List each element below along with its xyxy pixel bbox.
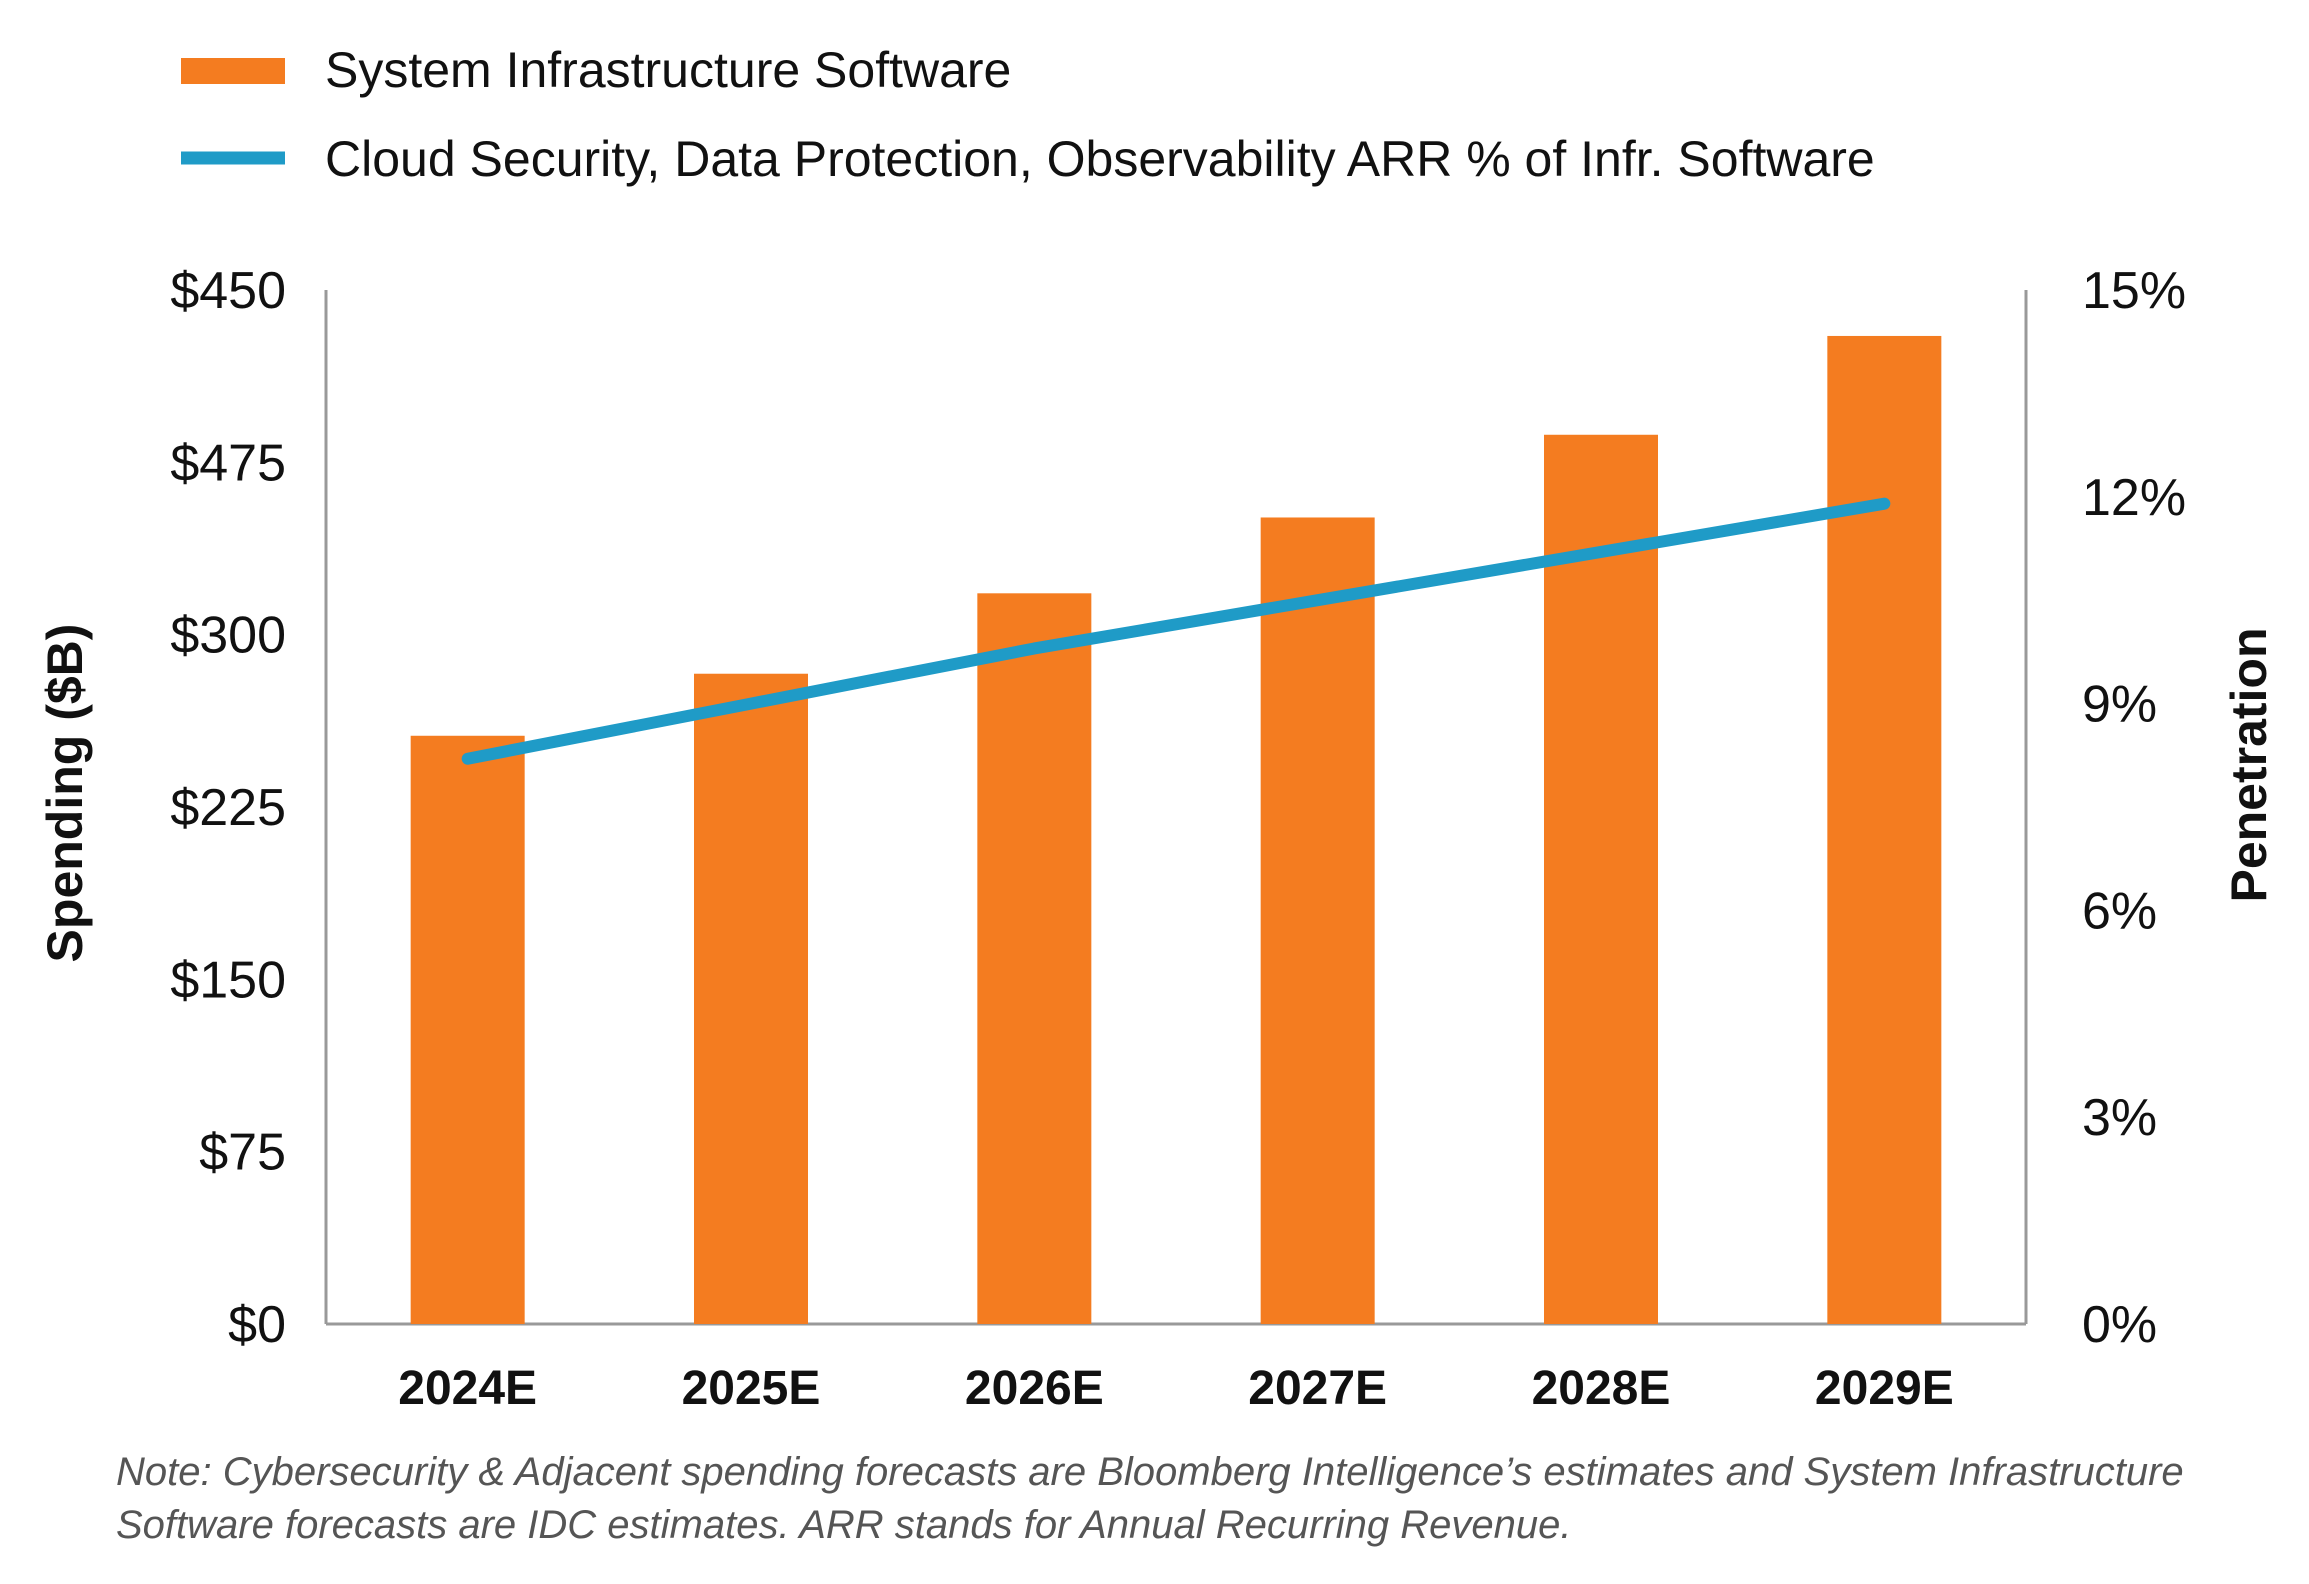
bar-2029E <box>1827 335 1942 1324</box>
left-axis-title: Spending ($B) <box>37 624 93 963</box>
bar-2025E <box>694 673 808 1324</box>
right-tick-label: 15% <box>2082 262 2186 320</box>
penetration-line <box>461 497 1891 765</box>
left-tick-labels: $0 $75 $150 $225 $300 $475 $450 <box>170 262 286 1354</box>
category-label: 2025E <box>682 1362 821 1415</box>
right-tick-label: 12% <box>2082 469 2186 527</box>
bar-2024E <box>410 735 525 1324</box>
left-tick-label: $300 <box>170 607 286 665</box>
penetration-point-2026E <box>1033 647 1035 649</box>
legend-label-line: Cloud Security, Data Protection, Observa… <box>325 131 1875 187</box>
legend-label-bars: System Infrastructure Software <box>325 42 1011 98</box>
bar-2028E <box>1544 434 1658 1324</box>
penetration-point-2029E <box>1883 503 1885 505</box>
category-label: 2026E <box>965 1362 1104 1415</box>
penetration-point-2027E <box>1317 599 1319 601</box>
right-tick-label: 0% <box>2082 1296 2157 1354</box>
right-tick-label: 9% <box>2082 676 2157 734</box>
left-tick-label: $75 <box>199 1124 286 1182</box>
right-tick-label: 3% <box>2082 1089 2157 1147</box>
category-label: 2029E <box>1815 1362 1954 1415</box>
right-axis-title: Penetration <box>2221 627 2277 902</box>
category-label: 2027E <box>1248 1362 1387 1415</box>
right-tick-label: 6% <box>2082 882 2157 940</box>
bar-2027E <box>1260 517 1375 1324</box>
bars <box>410 335 1942 1324</box>
category-labels: 2024E 2025E 2026E 2027E 2028E 2029E <box>398 1362 1953 1415</box>
right-tick-labels: 0% 3% 6% 9% 12% 15% <box>2082 262 2186 1354</box>
category-label: 2024E <box>398 1362 537 1415</box>
left-tick-label: $0 <box>228 1296 286 1354</box>
legend-swatch-bars <box>181 58 285 84</box>
left-tick-label: $150 <box>170 951 286 1009</box>
left-tick-label: $450 <box>170 262 286 320</box>
penetration-point-2025E <box>750 703 752 705</box>
legend: System Infrastructure Software Cloud Sec… <box>181 42 1875 187</box>
penetration-point-2028E <box>1600 551 1602 553</box>
footnote-line-2: Software forecasts are IDC estimates. AR… <box>116 1503 1571 1547</box>
bar-2026E <box>977 593 1092 1324</box>
footnote-line-1: Note: Cybersecurity & Adjacent spending … <box>116 1450 2184 1494</box>
penetration-point-2024E <box>467 758 469 760</box>
line-series <box>461 497 1891 765</box>
category-label: 2028E <box>1532 1362 1671 1415</box>
left-tick-label: $225 <box>170 779 286 837</box>
left-tick-label: $475 <box>170 434 286 492</box>
